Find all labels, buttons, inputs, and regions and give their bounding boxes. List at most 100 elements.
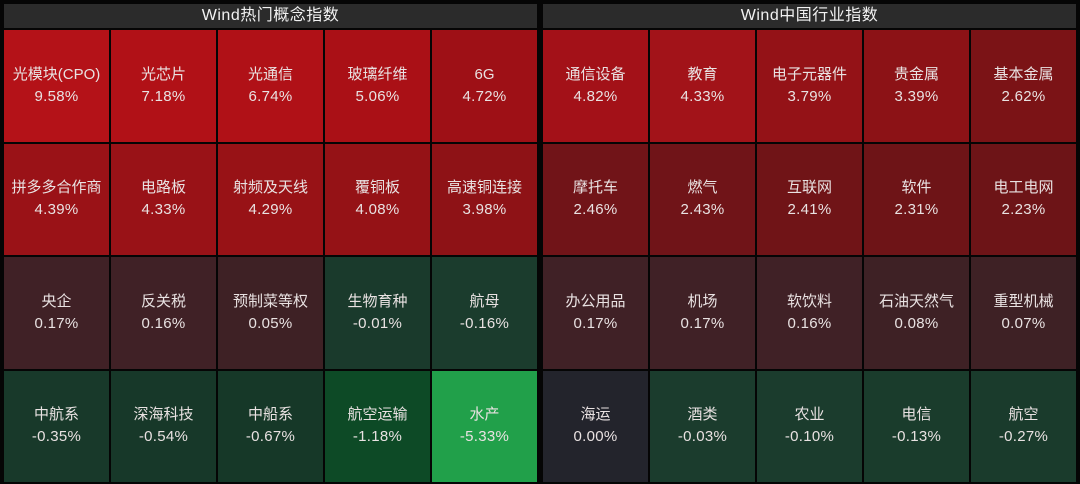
- index-tile[interactable]: 贵金属 3.39%: [864, 30, 969, 142]
- index-name: 中航系: [33, 406, 79, 424]
- index-name: 教育: [687, 65, 718, 83]
- index-change: -0.03%: [677, 428, 728, 446]
- index-tile[interactable]: 基本金属 2.62%: [971, 30, 1076, 142]
- index-tile[interactable]: 摩托车 2.46%: [543, 143, 648, 255]
- index-tile[interactable]: 航空运输 -1.18%: [325, 370, 430, 482]
- index-change: 2.41%: [787, 201, 832, 219]
- index-tile[interactable]: 电子元器件 3.79%: [757, 30, 862, 142]
- concept-tile-grid: 光模块(CPO) 9.58% 光芯片 7.18% 光通信 6.74% 玻璃纤维 5.06% 6G…: [4, 30, 537, 482]
- index-tile[interactable]: 中航系 -0.35%: [4, 370, 109, 482]
- index-tile[interactable]: 酒类 -0.03%: [650, 370, 755, 482]
- index-change: 2.31%: [894, 201, 939, 219]
- index-tile[interactable]: 电工电网 2.23%: [971, 143, 1076, 255]
- index-change: 3.98%: [462, 201, 507, 219]
- index-change: 4.33%: [680, 87, 725, 105]
- index-tile[interactable]: 软件 2.31%: [864, 143, 969, 255]
- concept-index-panel: Wind热门概念指数 光模块(CPO) 9.58% 光芯片 7.18% 光通信 6.74%…: [4, 4, 537, 482]
- index-tile[interactable]: 反关税 0.16%: [111, 257, 216, 369]
- index-change: 4.33%: [141, 201, 186, 219]
- index-name: 机场: [687, 292, 718, 310]
- index-tile[interactable]: 拼多多合作商 4.39%: [4, 143, 109, 255]
- index-change: -5.33%: [459, 428, 510, 446]
- index-change: 3.39%: [894, 87, 939, 105]
- index-name: 拼多多合作商: [11, 179, 102, 197]
- index-name: 光模块(CPO): [12, 65, 101, 83]
- index-change: -0.27%: [998, 428, 1049, 446]
- index-tile[interactable]: 石油天然气 0.08%: [864, 257, 969, 369]
- index-name: 预制菜等权: [232, 292, 308, 310]
- index-change: 0.17%: [680, 314, 725, 332]
- index-tile[interactable]: 深海科技 -0.54%: [111, 370, 216, 482]
- index-name: 贵金属: [893, 65, 939, 83]
- index-name: 基本金属: [993, 65, 1054, 83]
- index-name: 石油天然气: [878, 292, 954, 310]
- index-change: -0.13%: [891, 428, 942, 446]
- index-name: 中船系: [247, 406, 293, 424]
- index-change: 5.06%: [355, 87, 400, 105]
- index-change: 7.18%: [141, 87, 186, 105]
- index-change: -1.18%: [352, 428, 403, 446]
- index-name: 覆铜板: [354, 179, 400, 197]
- index-tile[interactable]: 海运 0.00%: [543, 370, 648, 482]
- index-tile[interactable]: 光模块(CPO) 9.58%: [4, 30, 109, 142]
- index-tile[interactable]: 光通信 6.74%: [218, 30, 323, 142]
- index-name: 航空: [1008, 406, 1039, 424]
- index-tile[interactable]: 机场 0.17%: [650, 257, 755, 369]
- index-tile[interactable]: 航空 -0.27%: [971, 370, 1076, 482]
- index-tile[interactable]: 6G 4.72%: [432, 30, 537, 142]
- index-name: 重型机械: [993, 292, 1054, 310]
- index-name: 6G: [474, 65, 495, 83]
- index-tile[interactable]: 水产 -5.33%: [432, 370, 537, 482]
- index-name: 航母: [469, 292, 500, 310]
- index-change: 2.43%: [680, 201, 725, 219]
- index-name: 软饮料: [786, 292, 832, 310]
- index-tile[interactable]: 办公用品 0.17%: [543, 257, 648, 369]
- index-change: 0.00%: [573, 428, 618, 446]
- index-tile[interactable]: 电信 -0.13%: [864, 370, 969, 482]
- index-tile[interactable]: 射频及天线 4.29%: [218, 143, 323, 255]
- index-change: 0.05%: [248, 314, 293, 332]
- index-tile[interactable]: 通信设备 4.82%: [543, 30, 648, 142]
- industry-panel-title: Wind中国行业指数: [543, 4, 1076, 28]
- index-tile[interactable]: 覆铜板 4.08%: [325, 143, 430, 255]
- index-change: 4.82%: [573, 87, 618, 105]
- index-change: -0.35%: [31, 428, 82, 446]
- industry-index-panel: Wind中国行业指数 通信设备 4.82% 教育 4.33% 电子元器件 3.79% 贵金属…: [543, 4, 1076, 482]
- index-change: 0.17%: [34, 314, 79, 332]
- index-tile[interactable]: 软饮料 0.16%: [757, 257, 862, 369]
- index-name: 电路板: [140, 179, 186, 197]
- index-name: 光芯片: [140, 65, 186, 83]
- index-tile[interactable]: 教育 4.33%: [650, 30, 755, 142]
- index-tile[interactable]: 央企 0.17%: [4, 257, 109, 369]
- index-name: 玻璃纤维: [347, 65, 408, 83]
- index-tile[interactable]: 电路板 4.33%: [111, 143, 216, 255]
- index-name: 射频及天线: [232, 179, 308, 197]
- index-tile[interactable]: 燃气 2.43%: [650, 143, 755, 255]
- index-change: -0.67%: [245, 428, 296, 446]
- index-name: 软件: [901, 179, 932, 197]
- index-change: 4.72%: [462, 87, 507, 105]
- index-change: 2.23%: [1001, 201, 1046, 219]
- index-tile[interactable]: 生物育种 -0.01%: [325, 257, 430, 369]
- index-tile[interactable]: 航母 -0.16%: [432, 257, 537, 369]
- index-change: 0.08%: [894, 314, 939, 332]
- index-tile[interactable]: 光芯片 7.18%: [111, 30, 216, 142]
- index-change: -0.01%: [352, 314, 403, 332]
- index-tile[interactable]: 农业 -0.10%: [757, 370, 862, 482]
- index-change: -0.10%: [784, 428, 835, 446]
- index-tile[interactable]: 中船系 -0.67%: [218, 370, 323, 482]
- index-name: 互联网: [786, 179, 832, 197]
- index-name: 高速铜连接: [446, 179, 522, 197]
- index-change: -0.54%: [138, 428, 189, 446]
- index-change: 0.16%: [787, 314, 832, 332]
- index-name: 央企: [41, 292, 72, 310]
- index-tile[interactable]: 玻璃纤维 5.06%: [325, 30, 430, 142]
- index-tile[interactable]: 互联网 2.41%: [757, 143, 862, 255]
- index-change: 4.29%: [248, 201, 293, 219]
- index-name: 酒类: [687, 406, 718, 424]
- index-tile[interactable]: 高速铜连接 3.98%: [432, 143, 537, 255]
- index-name: 燃气: [687, 179, 718, 197]
- index-tile[interactable]: 重型机械 0.07%: [971, 257, 1076, 369]
- index-tile[interactable]: 预制菜等权 0.05%: [218, 257, 323, 369]
